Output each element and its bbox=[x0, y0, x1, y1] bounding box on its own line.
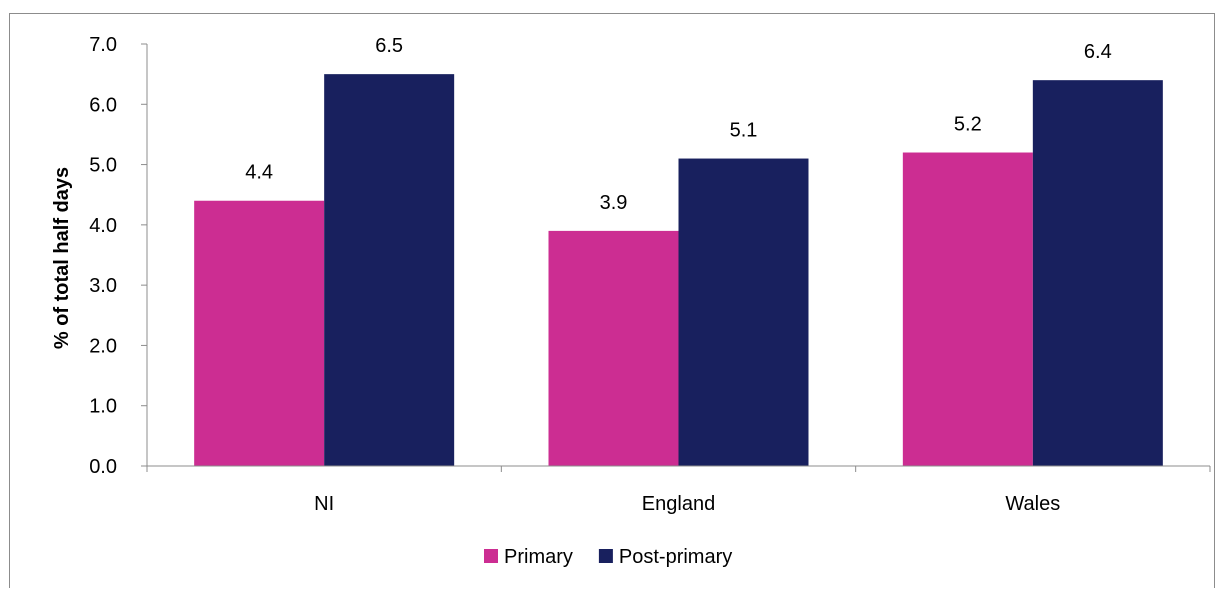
y-axis: 0.0 1.0 2.0 3.0 4.0 5.0 6.0 7.0 bbox=[89, 34, 148, 478]
bar bbox=[902, 152, 1033, 466]
y-tick-label: 7.0 bbox=[89, 34, 117, 56]
y-axis-title: % of total half days bbox=[51, 167, 73, 349]
y-tick-label: 5.0 bbox=[89, 155, 117, 177]
x-category-label: Wales bbox=[1005, 493, 1060, 515]
x-category-label: England bbox=[642, 493, 715, 515]
legend-label: Primary bbox=[504, 546, 573, 568]
data-label: 6.4 bbox=[1084, 41, 1112, 63]
y-tick-label: 6.0 bbox=[89, 94, 117, 116]
bar bbox=[678, 158, 809, 467]
data-label: 4.4 bbox=[245, 162, 273, 184]
y-tick-label: 0.0 bbox=[89, 456, 117, 478]
legend-swatch bbox=[598, 549, 613, 563]
y-tick-label: 3.0 bbox=[89, 275, 117, 297]
data-label: 5.2 bbox=[954, 114, 982, 136]
legend: Primary Post-primary bbox=[484, 546, 732, 568]
data-label: 5.1 bbox=[730, 120, 758, 142]
data-label: 6.5 bbox=[375, 35, 403, 57]
bar bbox=[1032, 80, 1163, 467]
y-tick-label: 4.0 bbox=[89, 215, 117, 237]
x-category-label: NI bbox=[314, 493, 334, 515]
y-tick-label: 1.0 bbox=[89, 396, 117, 418]
y-tick-label: 2.0 bbox=[89, 335, 117, 357]
legend-label: Post-primary bbox=[619, 546, 732, 568]
legend-swatch bbox=[484, 549, 498, 563]
x-axis: NI England Wales bbox=[146, 465, 1211, 515]
bar bbox=[194, 200, 325, 466]
bars bbox=[194, 74, 1163, 467]
data-label: 3.9 bbox=[600, 192, 628, 214]
bar bbox=[324, 74, 455, 467]
data-labels: 4.4 6.5 3.9 5.1 5.2 6.4 bbox=[245, 35, 1111, 214]
bar bbox=[548, 230, 679, 466]
